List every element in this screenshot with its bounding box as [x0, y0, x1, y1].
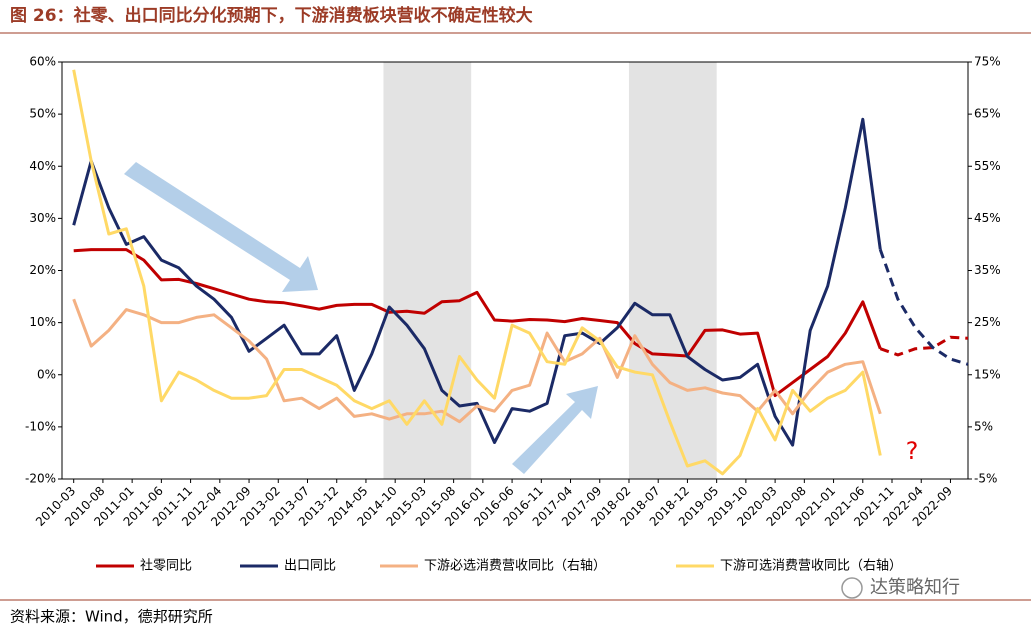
forecast-line — [879, 335, 969, 357]
series-line — [73, 248, 882, 398]
y2-tick-label: 15% — [974, 367, 1001, 381]
y2-tick-label: -5% — [974, 472, 997, 486]
y2-tick-label: 65% — [974, 107, 1001, 121]
trend-arrow — [124, 162, 318, 292]
y-tick-label: 10% — [29, 315, 56, 329]
trend-arrow — [512, 386, 598, 474]
y2-tick-label: 45% — [974, 211, 1001, 225]
shade-layer — [383, 62, 717, 479]
y2-tick-label: 35% — [974, 263, 1001, 277]
series-line — [72, 117, 882, 447]
annotation: ? — [906, 437, 919, 465]
watermark: 达策略知行 — [870, 577, 960, 598]
y-tick-label: 20% — [29, 263, 56, 277]
source: 资料来源：Wind，德邦研究所 — [10, 608, 213, 626]
legend-label: 出口同比 — [284, 559, 336, 574]
legend-label: 下游必选消费营收同比（右轴） — [424, 559, 606, 574]
legend-label: 下游可选消费营收同比（右轴） — [720, 559, 902, 574]
legend-label: 社零同比 — [140, 558, 192, 574]
shaded-period — [383, 62, 472, 479]
chart-title: 图 26：社零、出口同比分化预期下，下游消费板块营收不确定性较大 — [10, 5, 533, 26]
series-line — [72, 298, 882, 424]
y-tick-label: 60% — [29, 55, 56, 69]
y2-tick-label: 75% — [974, 55, 1001, 69]
y-tick-label: 40% — [29, 159, 56, 173]
forecast-line — [878, 249, 969, 366]
y-tick-label: 30% — [29, 211, 56, 225]
y2-tick-label: 55% — [974, 159, 1001, 173]
y2-tick-label: 5% — [974, 419, 993, 433]
y2-tick-label: 25% — [974, 315, 1001, 329]
series-line — [72, 69, 882, 476]
y-tick-label: -10% — [25, 419, 56, 433]
shaded-period — [628, 62, 717, 479]
y-tick-label: -20% — [25, 472, 56, 486]
watermark-icon — [841, 577, 863, 599]
y-tick-label: 50% — [29, 107, 56, 121]
y-tick-label: 0% — [37, 367, 56, 381]
